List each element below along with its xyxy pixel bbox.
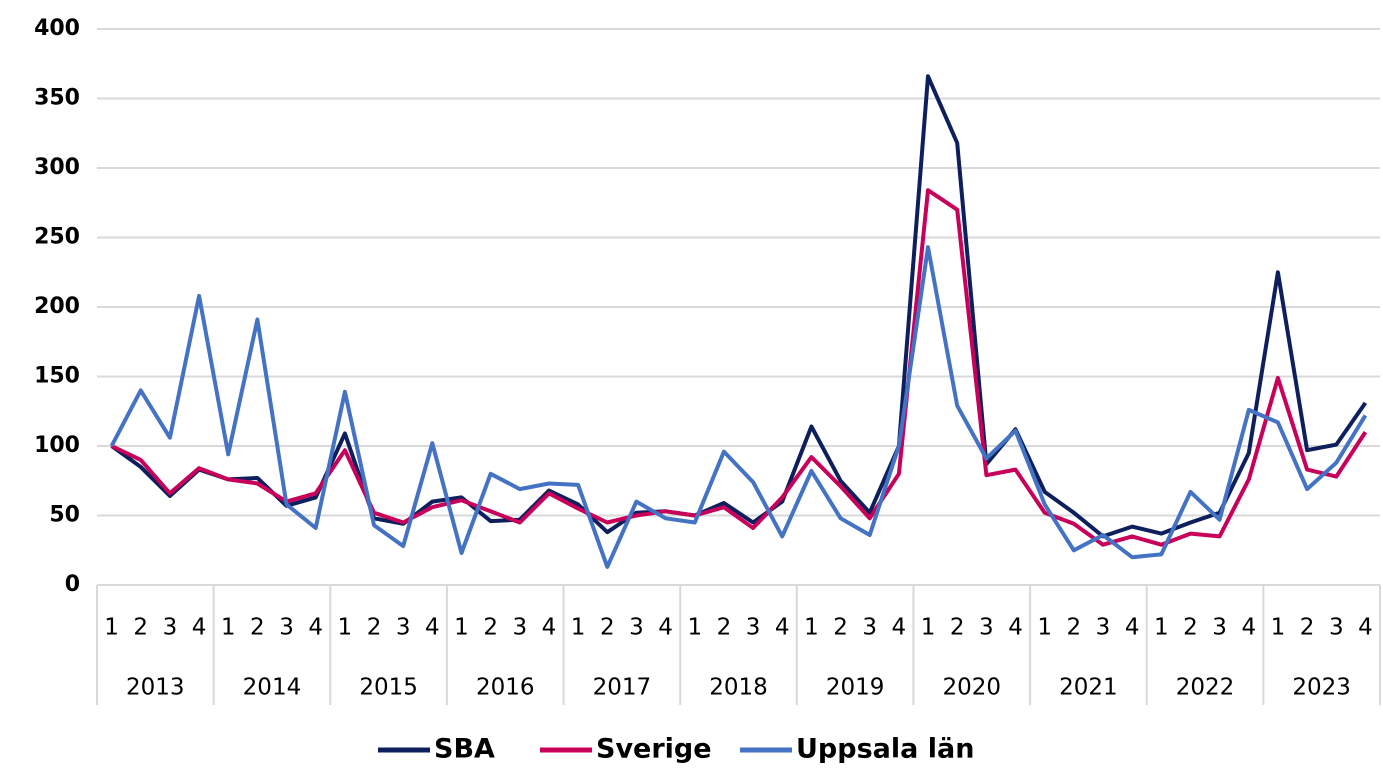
legend-label: Sverige <box>596 734 712 765</box>
x-tick-label: 2 <box>367 615 382 641</box>
group-label: 2016 <box>476 675 535 701</box>
x-tick-label: 4 <box>1125 615 1140 641</box>
x-tick-label: 4 <box>775 615 790 641</box>
x-tick-label: 3 <box>746 615 761 641</box>
x-tick-label: 4 <box>1241 615 1256 641</box>
x-tick-label: 4 <box>658 615 673 641</box>
x-tick-label: 1 <box>804 615 819 641</box>
legend-label: SBA <box>434 734 495 765</box>
group-label: 2013 <box>126 675 185 701</box>
x-tick-label: 3 <box>1096 615 1111 641</box>
x-tick-label: 3 <box>1329 615 1344 641</box>
x-tick-label: 2 <box>600 615 615 641</box>
group-label: 2019 <box>826 675 885 701</box>
x-tick-label: 4 <box>542 615 557 641</box>
x-tick-label: 3 <box>629 615 644 641</box>
x-tick-label: 3 <box>1212 615 1227 641</box>
series-line <box>110 188 1368 547</box>
y-tick-label: 50 <box>49 503 80 528</box>
x-tick-label: 2 <box>1183 615 1198 641</box>
group-label: 2022 <box>1176 675 1235 701</box>
group-label: 2018 <box>709 675 768 701</box>
y-tick-label: 300 <box>34 155 80 180</box>
x-tick-label: 3 <box>862 615 877 641</box>
x-tick-label: 1 <box>454 615 469 641</box>
x-tick-label: 4 <box>308 615 323 641</box>
x-tick-label: 1 <box>1037 615 1052 641</box>
y-tick-label: 150 <box>34 364 80 389</box>
x-tick-label: 1 <box>571 615 586 641</box>
x-tick-label: 4 <box>425 615 440 641</box>
series-line <box>109 245 1368 569</box>
group-label: 2015 <box>359 675 418 701</box>
x-tick-label: 2 <box>717 615 732 641</box>
x-tick-label: 3 <box>279 615 294 641</box>
x-tick-label: 1 <box>921 615 936 641</box>
x-tick-label: 2 <box>950 615 965 641</box>
x-tick-label: 4 <box>192 615 207 641</box>
x-tick-label: 3 <box>512 615 527 641</box>
group-label: 2023 <box>1292 675 1351 701</box>
x-tick-label: 1 <box>1271 615 1286 641</box>
group-label: 2021 <box>1059 675 1118 701</box>
x-tick-label: 3 <box>396 615 411 641</box>
x-tick-label: 4 <box>892 615 907 641</box>
group-label: 2020 <box>942 675 1001 701</box>
x-tick-label: 1 <box>221 615 236 641</box>
group-label: 2014 <box>243 675 302 701</box>
group-label: 2017 <box>593 675 652 701</box>
y-tick-label: 100 <box>34 433 80 458</box>
x-tick-label: 3 <box>163 615 178 641</box>
y-tick-label: 250 <box>34 225 80 250</box>
x-tick-label: 2 <box>1300 615 1315 641</box>
y-tick-label: 0 <box>65 572 80 597</box>
legend-label: Uppsala län <box>796 734 974 765</box>
x-tick-label: 1 <box>338 615 353 641</box>
y-tick-label: 200 <box>34 294 80 319</box>
x-tick-label: 4 <box>1358 615 1373 641</box>
x-tick-label: 3 <box>979 615 994 641</box>
x-tick-label: 2 <box>250 615 265 641</box>
x-tick-label: 1 <box>1154 615 1169 641</box>
y-tick-label: 400 <box>34 16 80 41</box>
x-tick-label: 2 <box>483 615 498 641</box>
x-tick-label: 2 <box>833 615 848 641</box>
x-tick-label: 1 <box>687 615 702 641</box>
x-tick-label: 1 <box>104 615 119 641</box>
y-tick-label: 350 <box>34 86 80 111</box>
x-tick-label: 2 <box>1067 615 1082 641</box>
x-tick-label: 2 <box>133 615 148 641</box>
x-tick-label: 4 <box>1008 615 1023 641</box>
